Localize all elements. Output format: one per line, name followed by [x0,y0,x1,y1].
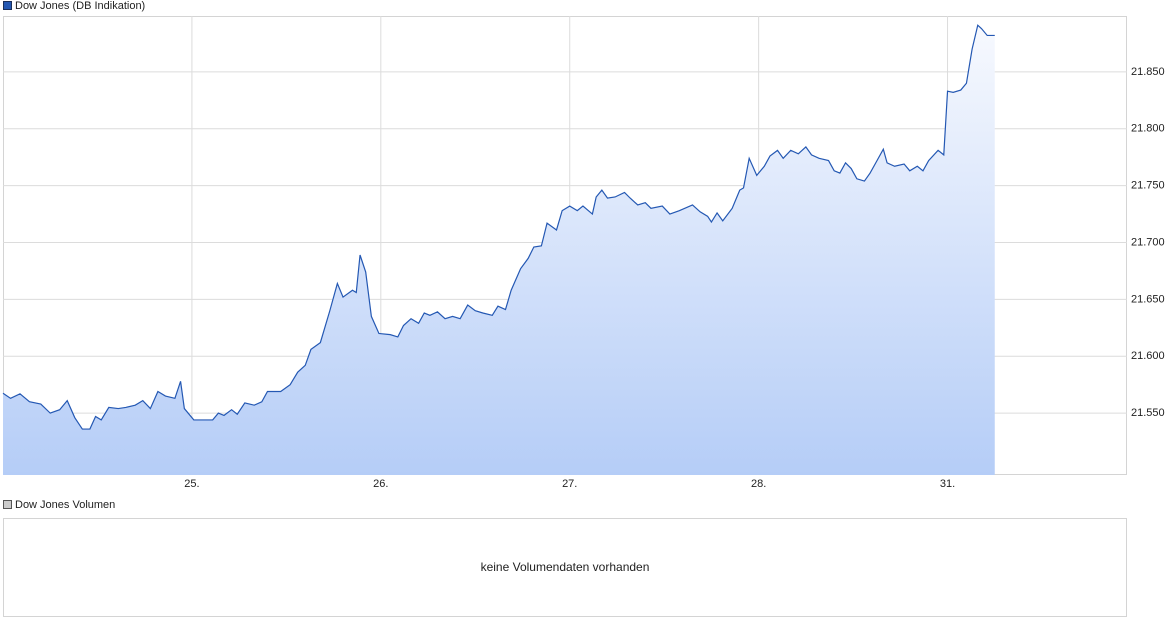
y-tick-label: 21.850 [1131,66,1165,78]
x-tick-label: 27. [562,478,577,490]
y-tick-label: 21.750 [1131,180,1165,192]
x-tick-label: 25. [184,478,199,490]
y-tick-label: 21.700 [1131,236,1165,248]
y-tick-label: 21.600 [1131,350,1165,362]
legend-swatch [3,1,12,10]
volume-message: keine Volumendaten vorhanden [481,560,650,574]
x-tick-label: 31. [940,478,955,490]
y-tick-label: 21.650 [1131,293,1165,305]
volume-legend-swatch [3,500,12,509]
x-tick-label: 28. [751,478,766,490]
line [2,24,995,430]
x-tick-label: 26. [373,478,388,490]
y-tick-label: 21.800 [1131,123,1165,135]
volume-frame [3,518,1127,617]
area [3,25,995,476]
legend-label: Dow Jones (DB Indikation) [15,0,145,12]
volume-legend-label: Dow Jones Volumen [15,499,115,511]
y-tick-label: 21.550 [1131,407,1165,419]
